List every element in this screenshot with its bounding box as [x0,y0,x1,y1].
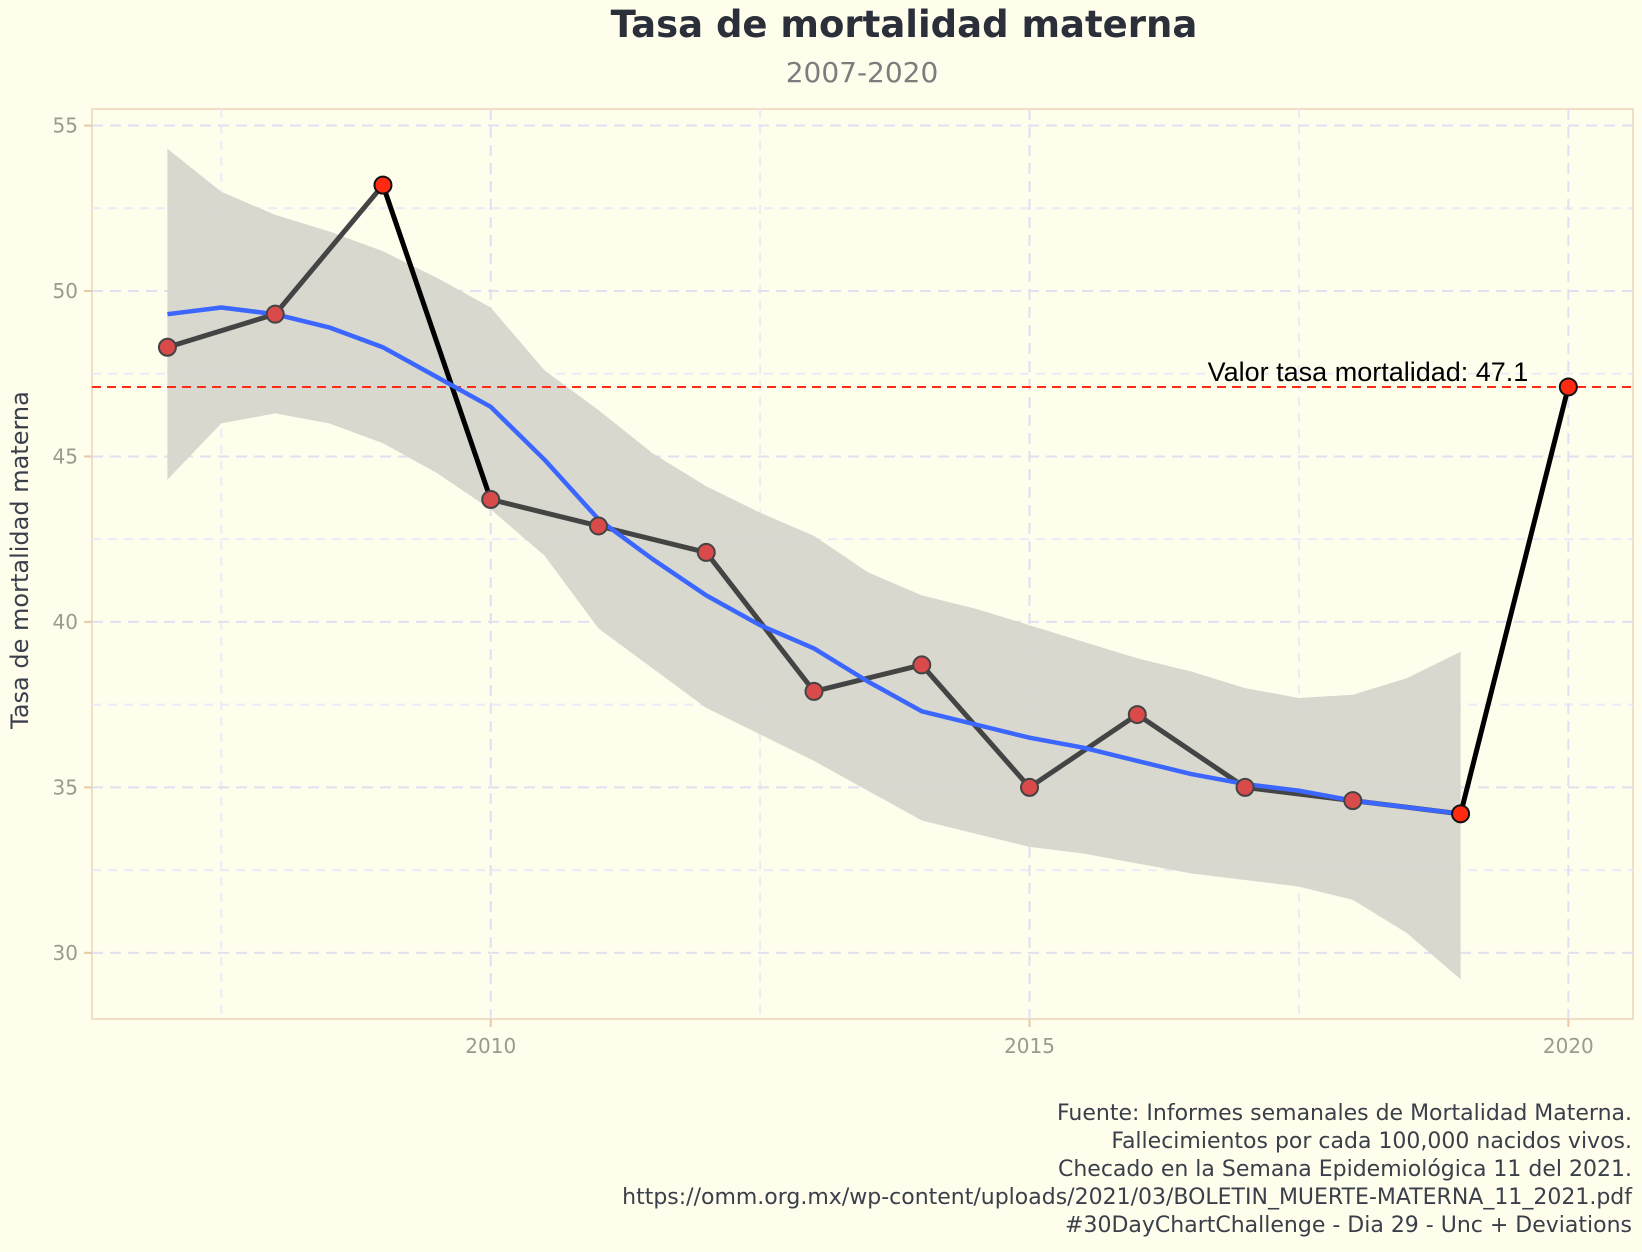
chart-title: Tasa de mortalidad materna [611,3,1198,46]
data-line-segment [272,182,386,317]
caption-hashtag: #30DayChartChallenge - Dia 29 - Unc + De… [1065,1213,1632,1238]
data-point [157,337,177,357]
data-line-segment [1458,384,1571,817]
confidence-ribbon [167,148,1461,980]
data-points [157,175,1578,824]
data-point [1343,791,1363,811]
data-point [265,304,285,324]
data-line-segment [1027,712,1140,790]
caption-source: Fuente: Informes semanales de Mortalidad… [1056,1101,1632,1126]
data-point [804,681,824,701]
y-tick-label: 55 [53,114,78,138]
caption-units: Fallecimientos por cada 100,000 nacidos … [1111,1129,1632,1154]
y-axis-label: Tasa de mortalidad materna [6,391,34,730]
y-tick-label: 50 [53,279,78,303]
confidence-band [167,148,1461,980]
caption-checked: Checado en la Semana Epidemiológica 11 d… [1058,1157,1632,1182]
x-tick-label: 2015 [1004,1034,1055,1058]
y-tick-label: 30 [53,941,78,965]
caption: Fuente: Informes semanales de Mortalidad… [622,1100,1632,1240]
y-axis: 30 35 40 45 50 55 [53,114,92,965]
y-tick-label: 45 [53,444,78,468]
y-tick-label: 35 [53,775,78,799]
data-line-segment [811,662,925,694]
data-line-segment [380,182,494,502]
y-tick-label: 40 [53,610,78,634]
data-point [1451,804,1471,824]
data-point [1020,777,1040,797]
data-point [481,489,501,509]
x-axis: 2010 2015 2020 [465,1019,1594,1058]
x-tick-label: 2010 [465,1034,516,1058]
x-tick-label: 2020 [1543,1034,1594,1058]
data-line-segment [488,496,601,529]
data-point [696,542,716,562]
chart-subtitle: 2007-2020 [786,56,939,89]
plot-panel [91,108,1634,1020]
caption-url: https://omm.org.mx/wp-content/uploads/20… [622,1185,1632,1210]
data-line-segment [164,311,278,350]
data-line-segment [1134,712,1248,790]
data-point [1235,777,1255,797]
data-point [1558,377,1578,397]
reference-line-label: Valor tasa mortalidad: 47.1 [1208,357,1529,387]
data-point [373,175,393,195]
data-point [1127,705,1147,725]
data-point [912,655,932,675]
data-point [588,516,608,536]
data-line-segment [703,549,817,694]
